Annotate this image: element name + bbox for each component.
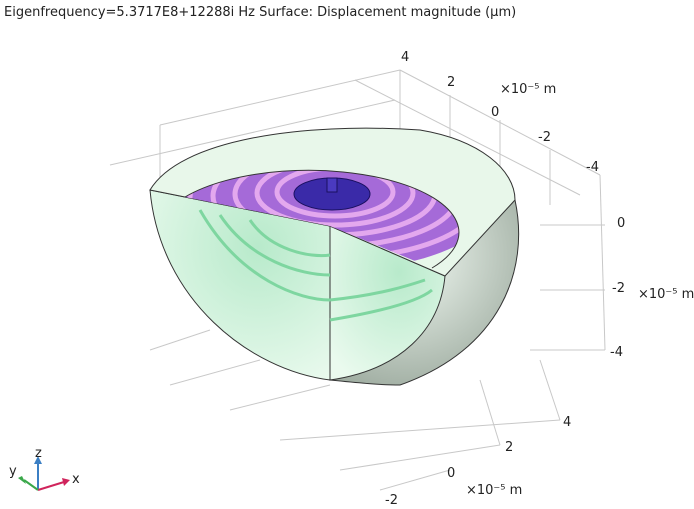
tick-label: 4	[401, 50, 409, 65]
tick-label: -2	[385, 493, 398, 508]
tick-label: -2	[612, 281, 625, 296]
center-post	[327, 178, 337, 192]
tick-label: 0	[447, 466, 455, 481]
axis-unit: ×10⁻⁵ m	[466, 483, 522, 498]
tick-label: 0	[491, 105, 499, 120]
axis-unit: ×10⁻⁵ m	[500, 82, 556, 97]
tick-label: -2	[538, 130, 551, 145]
tick-label: 4	[563, 415, 571, 430]
axis-unit: ×10⁻⁵ m	[638, 287, 694, 302]
title: Eigenfrequency=5.3717E8+12288i Hz Surfac…	[4, 5, 516, 20]
triad-label: z	[35, 446, 42, 461]
tick-label: -4	[610, 345, 623, 360]
triad-label: x	[72, 472, 80, 487]
tick-label: 2	[447, 75, 455, 90]
tick-label: -4	[586, 160, 599, 175]
tick-label: 0	[617, 216, 625, 231]
screenshot: Eigenfrequency=5.3717E8+12288i Hz Surfac…	[0, 0, 694, 509]
plot-view: Eigenfrequency=5.3717E8+12288i Hz Surfac…	[0, 0, 694, 509]
triad-label: y	[9, 464, 17, 479]
tick-label: 2	[505, 440, 513, 455]
axis-triad: z x y	[9, 446, 80, 490]
